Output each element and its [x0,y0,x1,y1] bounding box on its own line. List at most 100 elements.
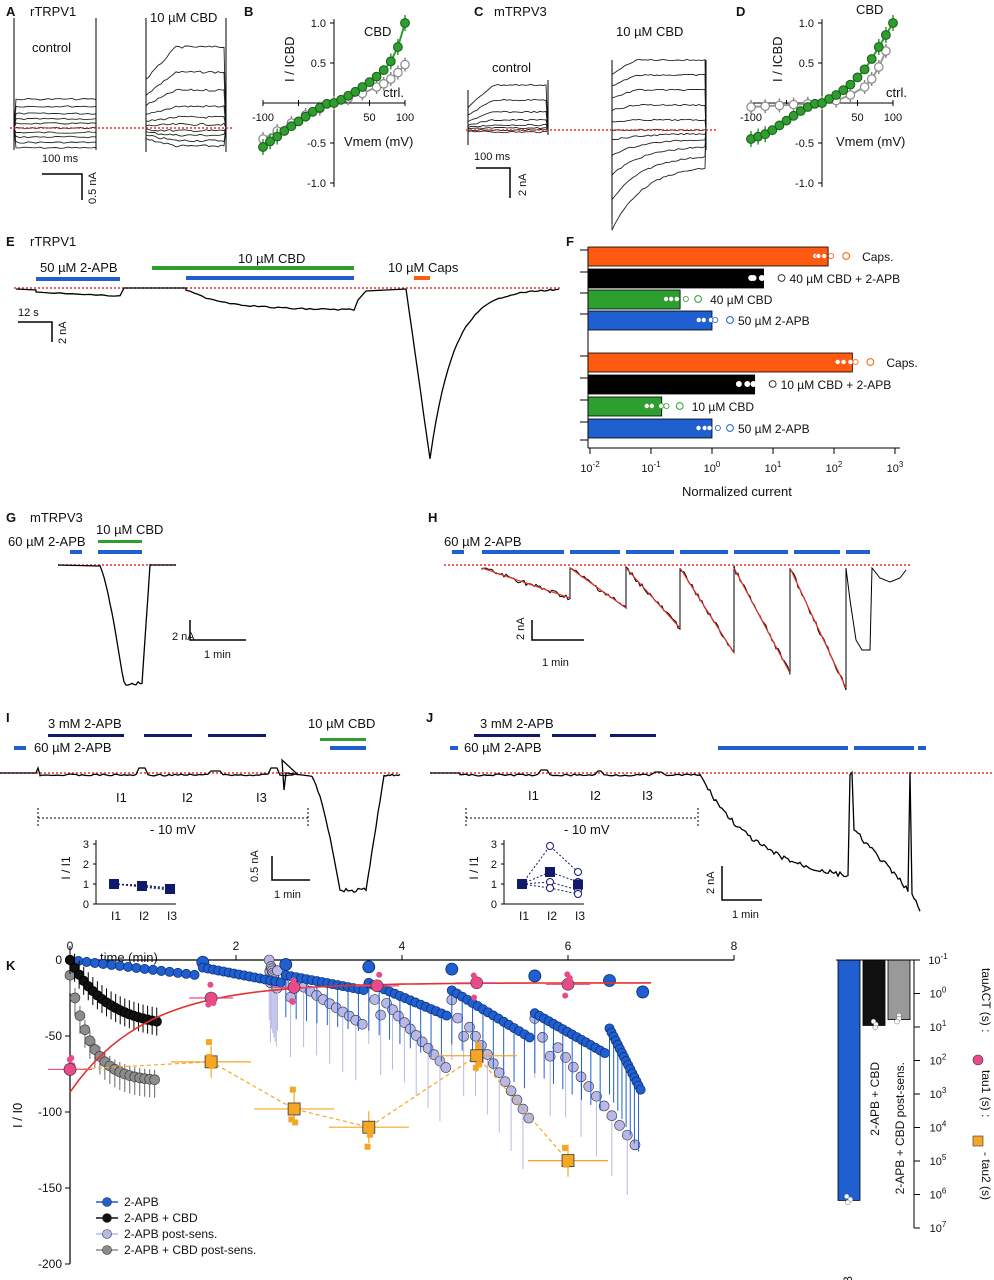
tau2-sample [562,1144,569,1151]
ctrl-point [760,101,770,111]
x-tick-label: 101 [765,460,782,475]
panel-c-cbd-sweep [611,129,707,141]
cbd-point [385,56,396,67]
x-tick-label: 4 [399,939,406,953]
panel-e-apb-bar-2 [186,276,354,280]
cbd-point [350,86,361,97]
inset-y-tick-label: 3 [83,839,89,851]
y-tick-label: -100 [38,1105,62,1119]
k-bar-point [844,1193,850,1200]
post-sens-point [499,1076,511,1088]
panel-b-cbd-label: CBD [364,24,391,39]
k-bar [887,959,911,1020]
bar-point [744,380,751,387]
bar-point [852,358,859,365]
legend-label: 2-APB [124,1195,159,1209]
bar-point [763,274,770,281]
bar-outlier [768,380,777,388]
apb-point [599,1048,610,1059]
panel-f-xlabel: Normalized current [682,484,792,499]
panel-b-ctrl-label: ctrl. [383,85,404,100]
bar-label: 10 µM CBD + 2-APB [781,378,892,392]
panel-j-apb-low-bar-1 [450,746,458,750]
panel-h-apb-bar [452,550,464,554]
x-tick-label: 102 [826,460,843,475]
tau-act-sample [207,981,214,988]
tau2-sample [289,1086,296,1093]
k-bar-label: 2-APB + CBD post-sens. [893,1062,907,1194]
post-sens-point [272,965,283,976]
panel-c-cbd-sweep [611,129,707,177]
panel-a-control-sweep [13,105,97,129]
apb-point [114,960,125,971]
panel-i-cbd-label: 10 µM CBD [308,716,375,731]
ctrl-point [774,100,785,111]
inset-x-label: I3 [167,909,177,923]
panel-c-control-sweep [467,123,549,131]
panel-k-letter: K [6,958,16,973]
tau2-sample [367,1131,374,1138]
panel-i-apb-high-bar-2 [144,734,192,737]
panel-f-letter: F [566,234,574,249]
panel-c-control-sweep [467,118,549,131]
apb-point-large [636,985,650,999]
y-tick-label: -0.5 [795,138,814,150]
tau2-sample [206,1054,213,1061]
panel-g: G mTRPV3 10 µM CBD 60 µM 2-APB 2 nA 1 mi… [6,510,246,686]
panel-e-cbd-bar [152,266,354,270]
apb-point-large [603,974,616,987]
panel-e-time-scale: 12 s [18,307,39,319]
panel-h-fit [733,567,791,674]
x-tick-label: 100 [884,112,902,124]
k-bar [862,959,886,1026]
k-bar-label: 2-APB [841,1276,855,1280]
panel-e-apb-label: 50 µM 2-APB [40,260,118,275]
cbd-point [400,18,410,28]
bar-point [695,316,702,323]
panel-j-i1-label: I1 [528,788,539,803]
bar-point [840,358,847,365]
panel-h-apb-bar [734,550,788,554]
panel-i-i1-label: I1 [116,790,127,805]
panel-c-cbd-sweep [611,118,707,131]
panel-c-title: mTRPV3 [494,4,547,19]
legend-label: 2-APB post-sens. [124,1227,217,1241]
panel-a-control-sweep [13,117,97,129]
tau2-line [69,1054,569,1162]
x-tick-label: 103 [887,460,904,475]
inset-point [574,890,582,898]
panel-a-control-sweep [13,97,97,129]
panel-e-caps-label: 10 µM Caps [388,260,459,275]
panel-d-ctrl-label: ctrl. [886,85,907,100]
bar-point [834,358,841,365]
ctrl-point [400,59,410,70]
panel-c-amp-scale: 2 nA [517,173,529,196]
cbd-point [364,77,375,88]
apb-point [106,959,117,970]
panel-c-control-sweep [467,83,549,131]
tau-act-sample [470,972,477,979]
panel-c-control-sweep [467,129,549,134]
panel-i-apb-high-bar-3 [208,734,266,737]
panel-a-cbd-sweep [145,127,227,143]
inset-x-label: I1 [111,909,121,923]
panel-a-title: rTRPV1 [30,4,76,19]
cbd-point [767,125,778,136]
panel-h-apb-bar [570,550,620,554]
panel-c-cbd-sweep [611,129,707,201]
panel-c-time-scale: 100 ms [474,151,511,163]
tau2-sample [364,1125,371,1132]
legend-swatch [102,1213,112,1223]
bar [587,352,853,373]
bar-outlier [694,295,703,303]
panel-i-apb-high-bar-1 [48,734,124,737]
cbd-point [272,131,283,142]
panel-e-cbd-label: 10 µM CBD [238,251,305,266]
panel-h-fit [481,567,571,599]
apb-point [189,969,200,980]
panel-i-i3-label: I3 [256,790,267,805]
panel-h-fit [679,567,735,654]
inset-ylabel: I / I1 [59,856,73,880]
y-tick-label: -50 [45,1029,63,1043]
post-sens-point [511,1094,523,1106]
